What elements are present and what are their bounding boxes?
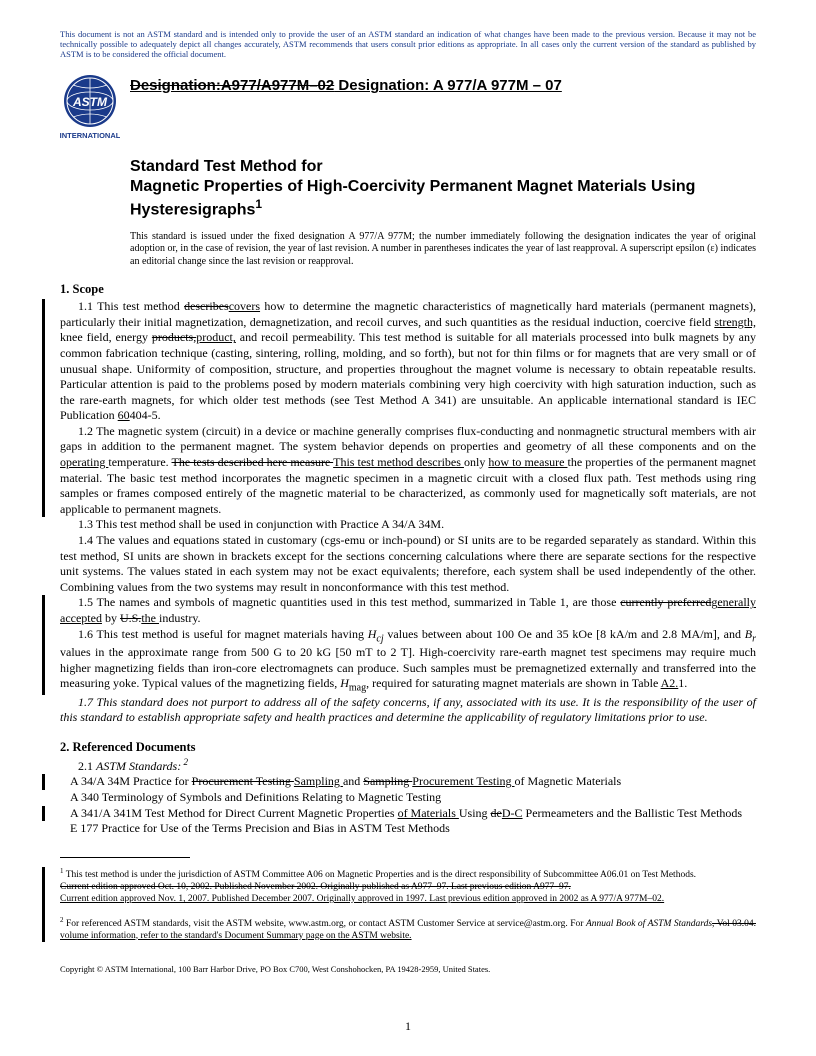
title-main: Standard Test Method for Magnetic Proper… [130,157,756,220]
ref-e177: E 177 Practice for Use of the Terms Prec… [60,821,756,837]
references: 2.1 ASTM Standards: 2 A 34/A 34M Practic… [60,757,756,837]
para-1-6: 1.6 This test method is useful for magne… [60,627,756,695]
section-1-head: 1. Scope [60,282,756,297]
designation-old: Designation:A977/A977M–02 [130,77,334,94]
astm-logo: ASTM INTERNATIONAL [60,73,120,143]
designation-new: Designation: A 977/A 977M – 07 [334,77,562,94]
para-1-2: 1.2 The magnetic system (circuit) in a d… [60,424,756,518]
para-1-4: 1.4 The values and equations stated in c… [60,533,756,595]
ref-a34: A 34/A 34M Practice for Procurement Test… [60,774,756,790]
ref-a340: A 340 Terminology of Symbols and Definit… [60,790,756,806]
body-text: 1.1 This test method describescovers how… [60,299,756,726]
title-block: Standard Test Method for Magnetic Proper… [130,157,756,268]
footnote-separator [60,857,190,858]
title-line2: Magnetic Properties of High-Coercivity P… [130,178,695,218]
footnote-1: 1 This test method is under the jurisdic… [60,867,756,906]
para-1-7: 1.7 This standard does not purport to ad… [60,695,756,726]
section-2-head: 2. Referenced Documents [60,740,756,755]
copyright-line: Copyright © ASTM International, 100 Barr… [60,964,756,974]
ref-a341: A 341/A 341M Test Method for Direct Curr… [60,806,756,822]
svg-text:ASTM: ASTM [72,95,108,109]
disclaimer-notice: This document is not an ASTM standard an… [60,30,756,59]
para-2-1: 2.1 ASTM Standards: 2 [60,757,756,775]
para-1-3: 1.3 This test method shall be used in co… [60,517,756,533]
title-sup: 1 [255,197,262,211]
header-row: ASTM INTERNATIONAL Designation:A977/A977… [60,73,756,143]
designation-line: Designation:A977/A977M–02 Designation: A… [130,73,562,94]
page-number: 1 [0,1019,816,1034]
para-1-5: 1.5 The names and symbols of magnetic qu… [60,595,756,626]
footnote-2: 2 For referenced ASTM standards, visit t… [60,916,756,943]
title-line1: Standard Test Method for [130,158,323,175]
footnotes: 1 This test method is under the jurisdic… [60,867,756,942]
svg-text:INTERNATIONAL: INTERNATIONAL [60,131,120,140]
para-1-1: 1.1 This test method describescovers how… [60,299,756,424]
issue-note: This standard is issued under the fixed … [130,231,756,269]
